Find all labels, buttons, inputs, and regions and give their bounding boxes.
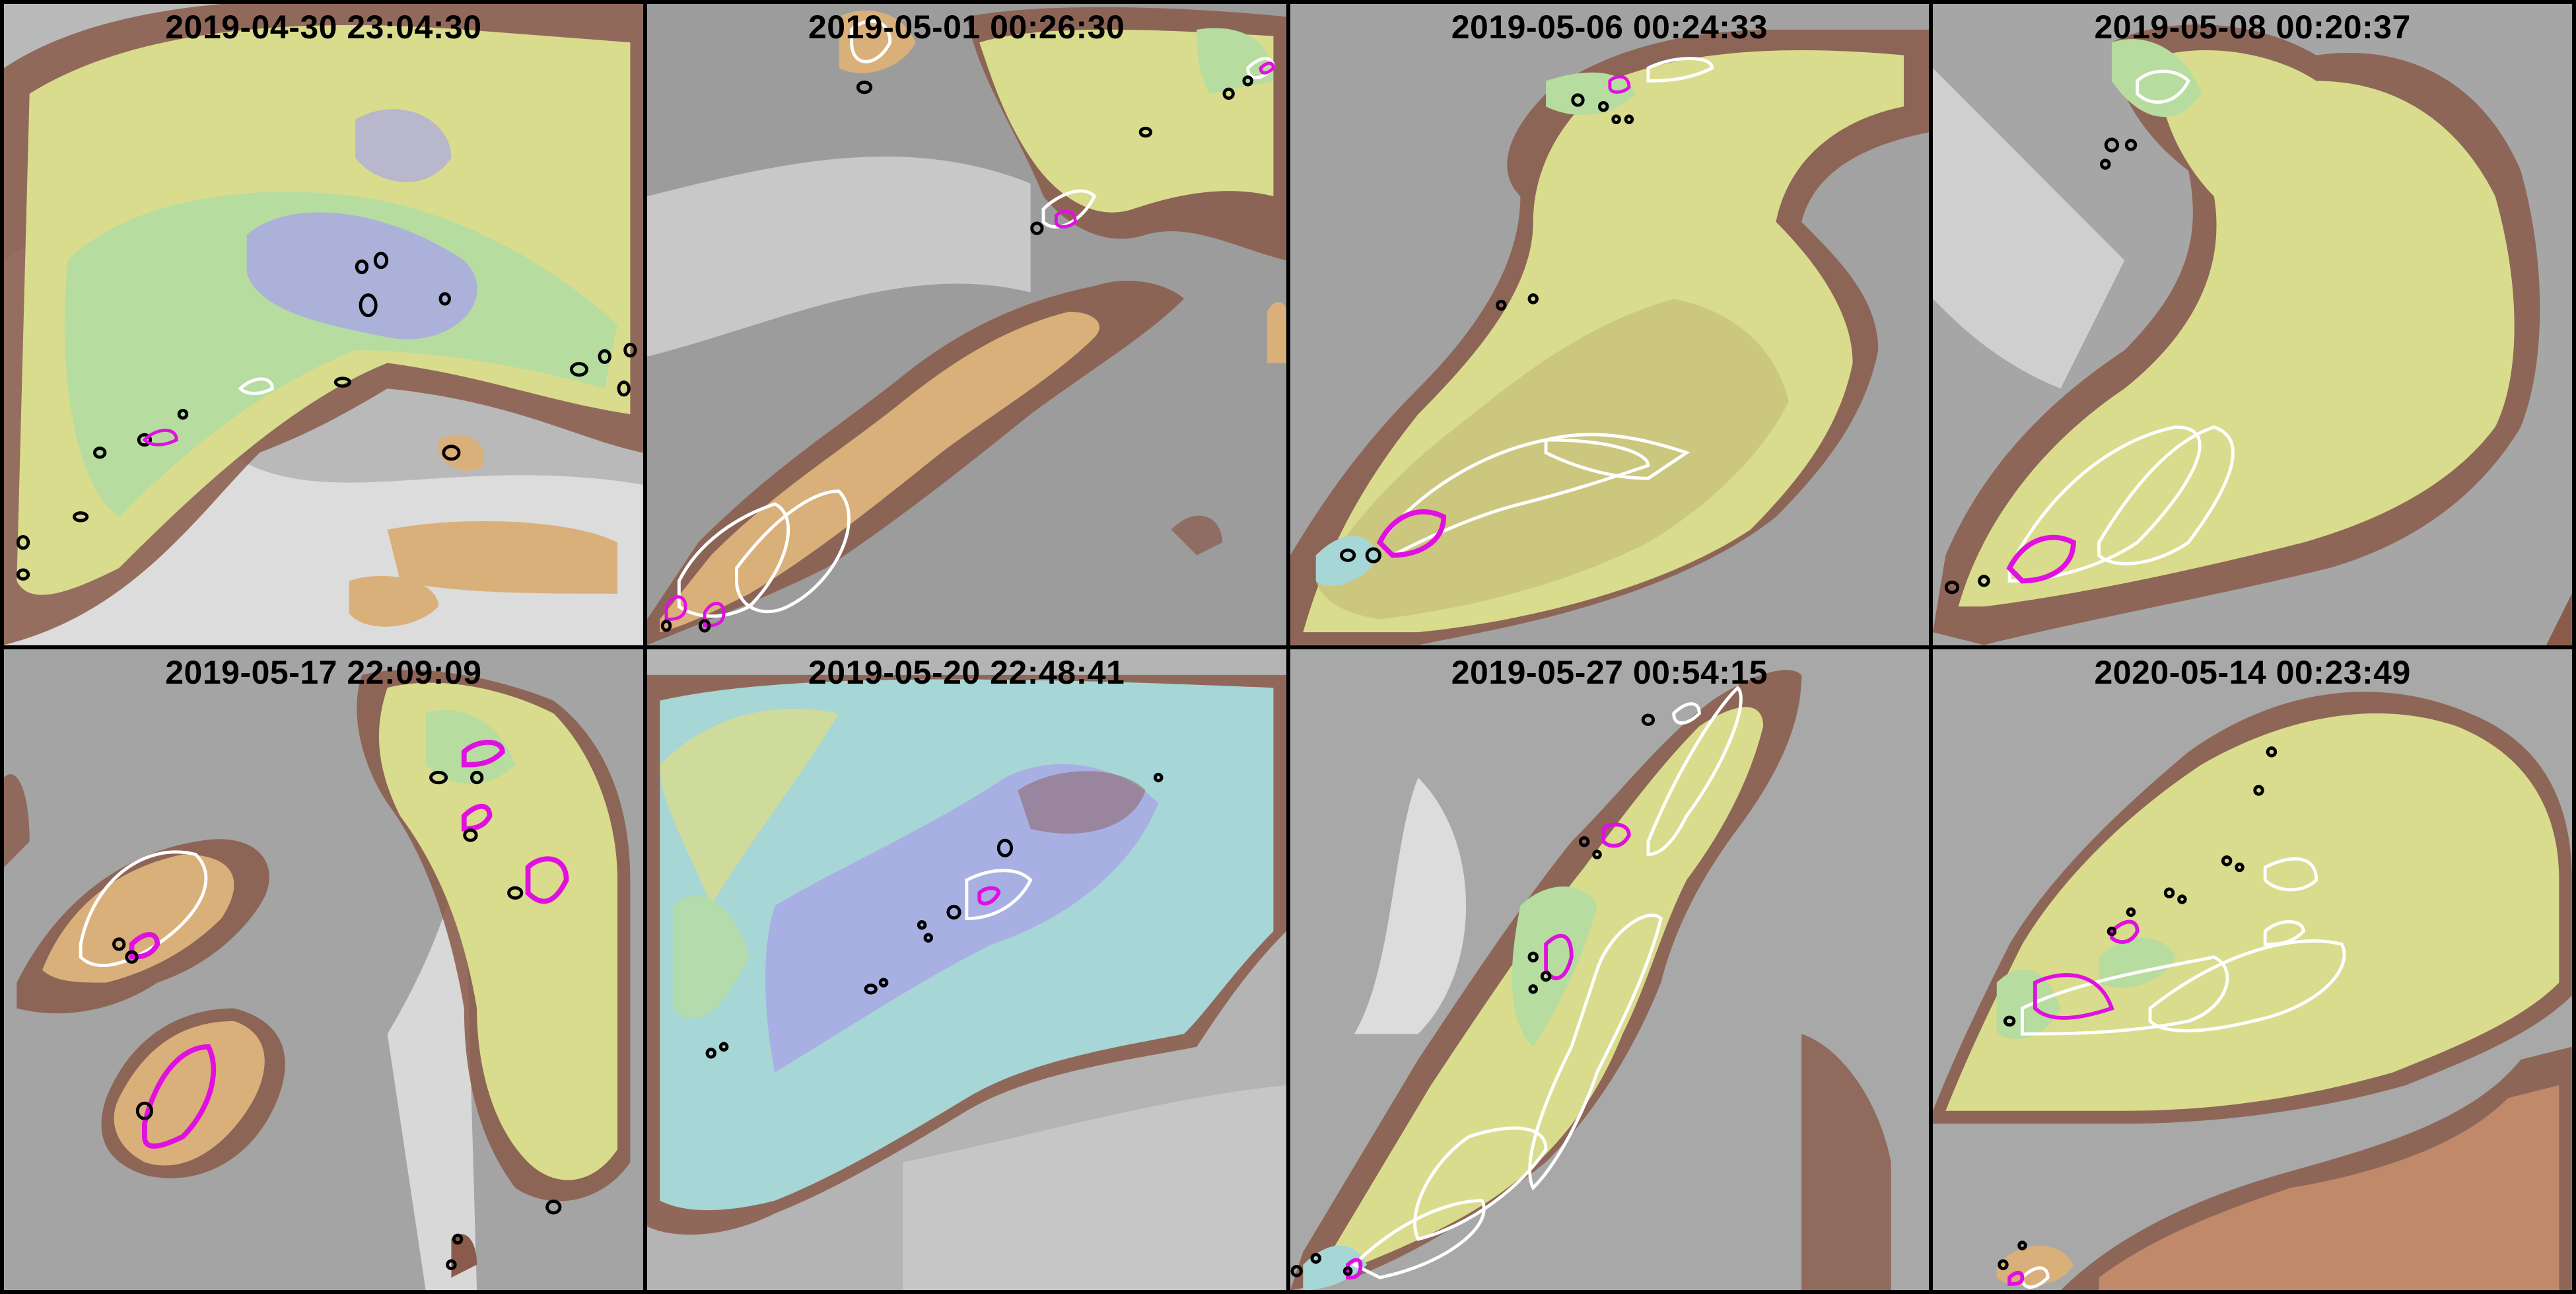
panel-timestamp: 2019-05-20 22:48:41 (808, 653, 1125, 691)
satellite-image-8 (1933, 649, 2572, 1290)
satellite-image-2 (646, 4, 1286, 645)
satellite-image-3 (1290, 4, 1930, 645)
satellite-panel-8: 2020-05-14 00:23:49 (1933, 649, 2572, 1290)
satellite-image-1 (4, 4, 643, 645)
satellite-panel-3: 2019-05-06 00:24:33 (1290, 4, 1930, 645)
panel-timestamp: 2019-05-08 00:20:37 (2094, 9, 2411, 46)
satellite-image-4 (1933, 4, 2572, 645)
panel-timestamp: 2019-05-01 00:26:30 (808, 9, 1125, 46)
satellite-panel-6: 2019-05-20 22:48:41 (646, 649, 1286, 1290)
satellite-image-7 (1290, 649, 1930, 1290)
satellite-panel-4: 2019-05-08 00:20:37 (1933, 4, 2572, 645)
panel-timestamp: 2019-04-30 23:04:30 (165, 9, 482, 46)
panel-timestamp: 2019-05-06 00:24:33 (1451, 9, 1768, 46)
satellite-panel-1: 2019-04-30 23:04:30 (4, 4, 643, 645)
satellite-image-6 (646, 649, 1286, 1290)
satellite-image-5 (4, 649, 643, 1290)
satellite-panel-2: 2019-05-01 00:26:30 (646, 4, 1286, 645)
panel-timestamp: 2020-05-14 00:23:49 (2094, 653, 2411, 691)
panel-timestamp: 2019-05-17 22:09:09 (165, 653, 482, 691)
satellite-panel-5: 2019-05-17 22:09:09 (4, 649, 643, 1290)
panel-timestamp: 2019-05-27 00:54:15 (1451, 653, 1768, 691)
satellite-panel-7: 2019-05-27 00:54:15 (1290, 649, 1930, 1290)
